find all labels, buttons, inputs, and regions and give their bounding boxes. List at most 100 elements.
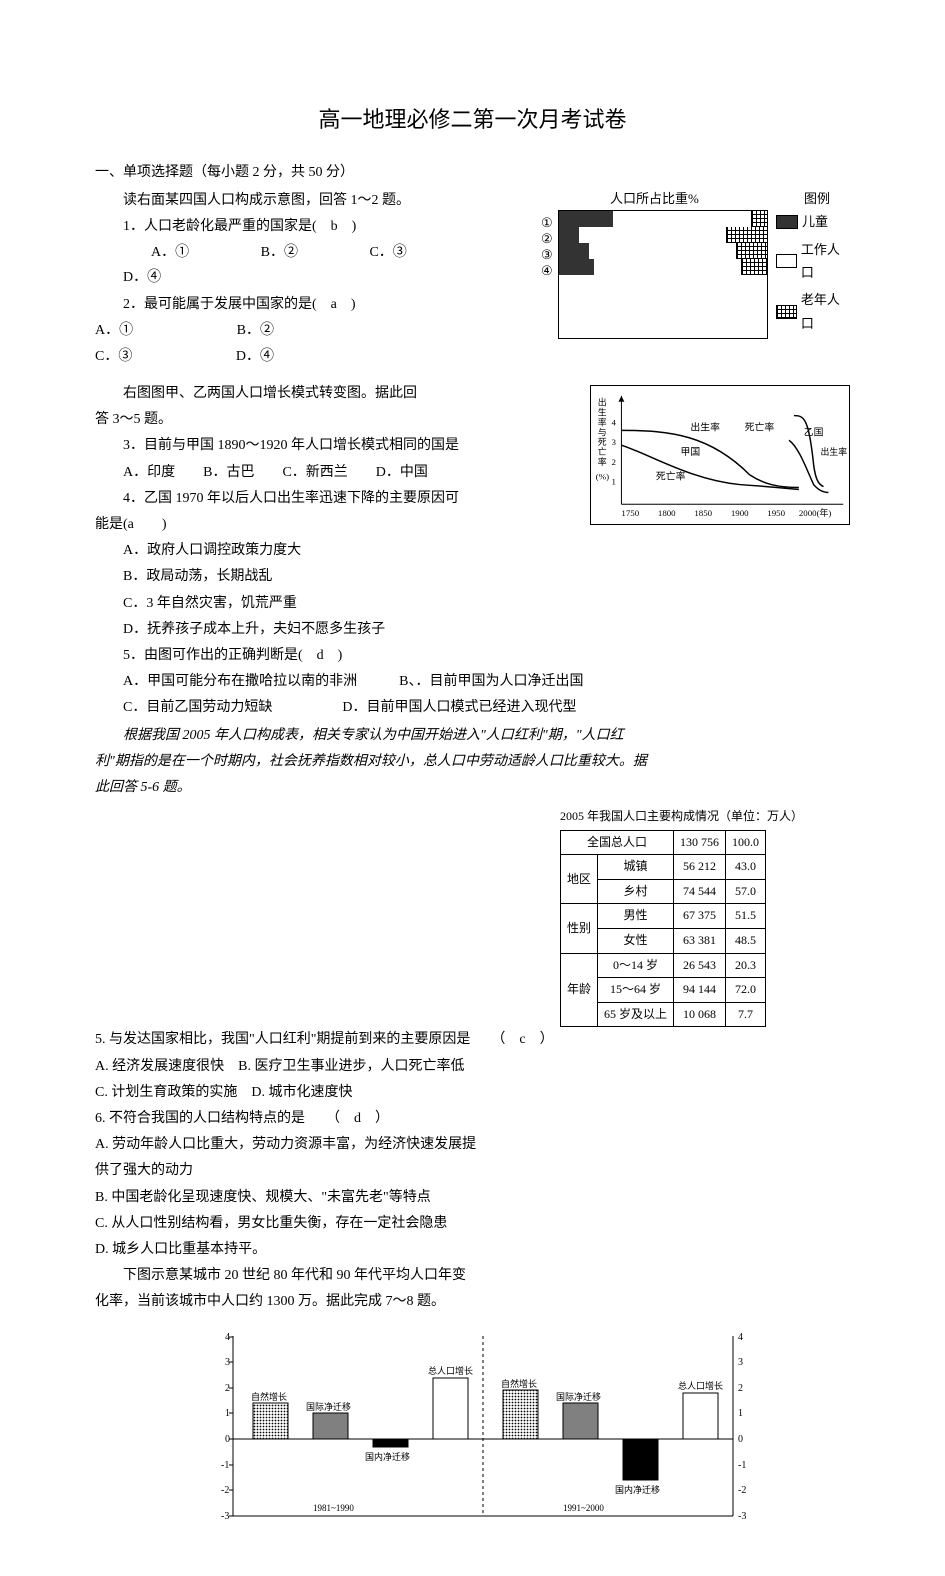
lbl-jia: 甲国	[681, 446, 701, 458]
q6-opt-c: C. 从人口性别结构看，男女比重失衡，存在一定社会隐患	[95, 1211, 850, 1236]
q1-opt-d: D．④	[95, 265, 161, 290]
svg-text:0: 0	[738, 1434, 743, 1445]
cat-region: 地区	[561, 855, 598, 904]
bar-p1-intl	[313, 1413, 348, 1439]
td-val: 130 756	[674, 830, 726, 855]
bar-children-2	[559, 227, 579, 243]
svg-text:4: 4	[738, 1332, 743, 1343]
q2-opt-c: C．③	[95, 344, 132, 369]
figure-growth-model: 出 生 率 与 死 亡 率 (%) 1 2 3 4 1750 1800 1850…	[590, 385, 850, 525]
td-label: 15～64 岁	[598, 978, 674, 1003]
bar-p2-intl	[563, 1403, 598, 1439]
lbl-birth-yi: 出生率	[821, 446, 848, 457]
lbl-yi: 乙国	[804, 426, 824, 438]
lbl-total-2: 总人口增长	[678, 1380, 723, 1391]
bar-work-1	[613, 211, 752, 227]
td-label: 女性	[598, 929, 674, 954]
td-val: 56 212	[674, 855, 726, 880]
fig2-ylabel: 出	[598, 397, 607, 408]
q5b-opt-ab: A. 经济发展速度很快 B. 医疗卫生事业进步，人口死亡率低	[95, 1054, 850, 1079]
legend-swatch-work	[776, 254, 797, 268]
bar-work-4	[594, 259, 743, 275]
ytick: 4	[612, 418, 617, 428]
svg-text:率: 率	[598, 456, 607, 467]
td-val: 63 381	[674, 929, 726, 954]
td-val: 26 543	[674, 953, 726, 978]
bar-p2-domestic	[623, 1439, 658, 1480]
bar-elder-2	[727, 227, 767, 243]
q4-opt-a: A．政府人口调控政策力度大	[95, 538, 850, 563]
q1-opt-b: B．②	[233, 240, 298, 265]
q2-options-cd: C．③ D．④	[95, 344, 850, 369]
xtick: 1850	[694, 508, 712, 518]
svg-text:3: 3	[738, 1357, 743, 1368]
q2-opt-b: B．②	[237, 318, 274, 343]
td-pct: 48.5	[726, 929, 766, 954]
q6-opt-b: B. 中国老龄化呈现速度快、规模大、"未富先老"等特点	[95, 1185, 850, 1210]
svg-text:-1: -1	[221, 1460, 229, 1471]
td-val: 67 375	[674, 904, 726, 929]
period-label-1: 1981~1990	[313, 1503, 354, 1513]
legend-label-elder: 老年人口	[801, 288, 850, 335]
bar-p2-natural	[503, 1390, 538, 1439]
table-title: 2005 年我国人口主要构成情况（单位：万人）	[560, 806, 850, 828]
q4-opt-b: B．政局动荡，长期战乱	[95, 564, 850, 589]
lbl-death2: 死亡率	[656, 470, 686, 483]
figure-bar-chart: -3 -2 -1 0 1 2 3 4 -3 -2 -1 0 1 2 3 4	[193, 1326, 753, 1536]
para-bonus-2: 利"期指的是在一个时期内，社会抚养指数相对较小，总人口中劳动适龄人口比重较大。据	[95, 749, 850, 774]
svg-text:1: 1	[738, 1408, 743, 1419]
td-label: 65 岁及以上	[598, 1002, 674, 1027]
fig1-axis-label: 人口所占比重%	[610, 191, 699, 206]
lbl-death: 死亡率	[745, 420, 775, 433]
table-row: 地区 城镇 56 212 43.0	[561, 855, 766, 880]
legend-label-children: 儿童	[802, 210, 828, 233]
bar-elder-1	[752, 211, 767, 227]
svg-text:2: 2	[738, 1383, 743, 1394]
svg-text:与: 与	[598, 427, 607, 437]
period-label-2: 1991~2000	[563, 1503, 604, 1513]
bar-children-1	[559, 211, 613, 227]
section-header: 一、单项选择题（每小题 2 分，共 50 分）	[95, 160, 850, 185]
lbl-birth: 出生率	[690, 420, 720, 433]
para-bonus-3: 此回答 5-6 题。	[95, 775, 850, 800]
td-pct: 100.0	[726, 830, 766, 855]
bar-p1-natural	[253, 1403, 288, 1439]
td-label: 乡村	[598, 879, 674, 904]
lbl-domestic-1: 国内净迁移	[365, 1451, 410, 1462]
q5: 5．由图可作出的正确判断是( d )	[95, 643, 850, 668]
lbl-natural-1: 自然增长	[251, 1391, 287, 1402]
ytick: 2	[612, 457, 616, 467]
xtick: 1900	[731, 508, 749, 518]
td-pct: 57.0	[726, 879, 766, 904]
bar-p1-domestic	[373, 1439, 408, 1447]
lbl-total-1: 总人口增长	[428, 1365, 473, 1376]
svg-text:-2: -2	[738, 1485, 746, 1496]
table-row: 年龄 0～14 岁 26 543 20.3	[561, 953, 766, 978]
legend-swatch-children	[776, 215, 798, 229]
lbl-intl-2: 国际净迁移	[556, 1391, 601, 1402]
xtick: 1800	[658, 508, 676, 518]
td-val: 10 068	[674, 1002, 726, 1027]
svg-text:-3: -3	[221, 1511, 229, 1522]
svg-text:(%): (%)	[596, 472, 609, 482]
xtick: 1950	[767, 508, 785, 518]
q4-opt-c: C．3 年自然灾害，饥荒严重	[95, 591, 850, 616]
legend-swatch-elder	[776, 305, 797, 319]
q4-opt-d: D．抚养孩子成本上升，夫妇不愿多生孩子	[95, 617, 850, 642]
td-label: 0～14 岁	[598, 953, 674, 978]
bar-work-2	[579, 227, 728, 243]
svg-text:生: 生	[598, 407, 607, 418]
bar-elder-3	[737, 243, 767, 259]
svg-text:-1: -1	[738, 1460, 746, 1471]
bar-children-3	[559, 243, 589, 259]
legend-label-work: 工作人口	[801, 238, 850, 285]
intro-bar-1: 下图示意某城市 20 世纪 80 年代和 90 年代平均人口年变	[95, 1263, 850, 1288]
td-pct: 7.7	[726, 1002, 766, 1027]
lbl-natural-2: 自然增长	[501, 1378, 537, 1389]
q2-opt-a: A．①	[95, 318, 133, 343]
population-table: 全国总人口 130 756 100.0 地区 城镇 56 212 43.0 乡村…	[560, 830, 766, 1028]
q6-opt-d: D. 城乡人口比重基本持平。	[95, 1237, 850, 1262]
page-title: 高一地理必修二第一次月考试卷	[95, 100, 850, 140]
intro-bar-2: 化率，当前该城市中人口约 1300 万。据此完成 7～8 题。	[95, 1289, 850, 1314]
td-pct: 20.3	[726, 953, 766, 978]
